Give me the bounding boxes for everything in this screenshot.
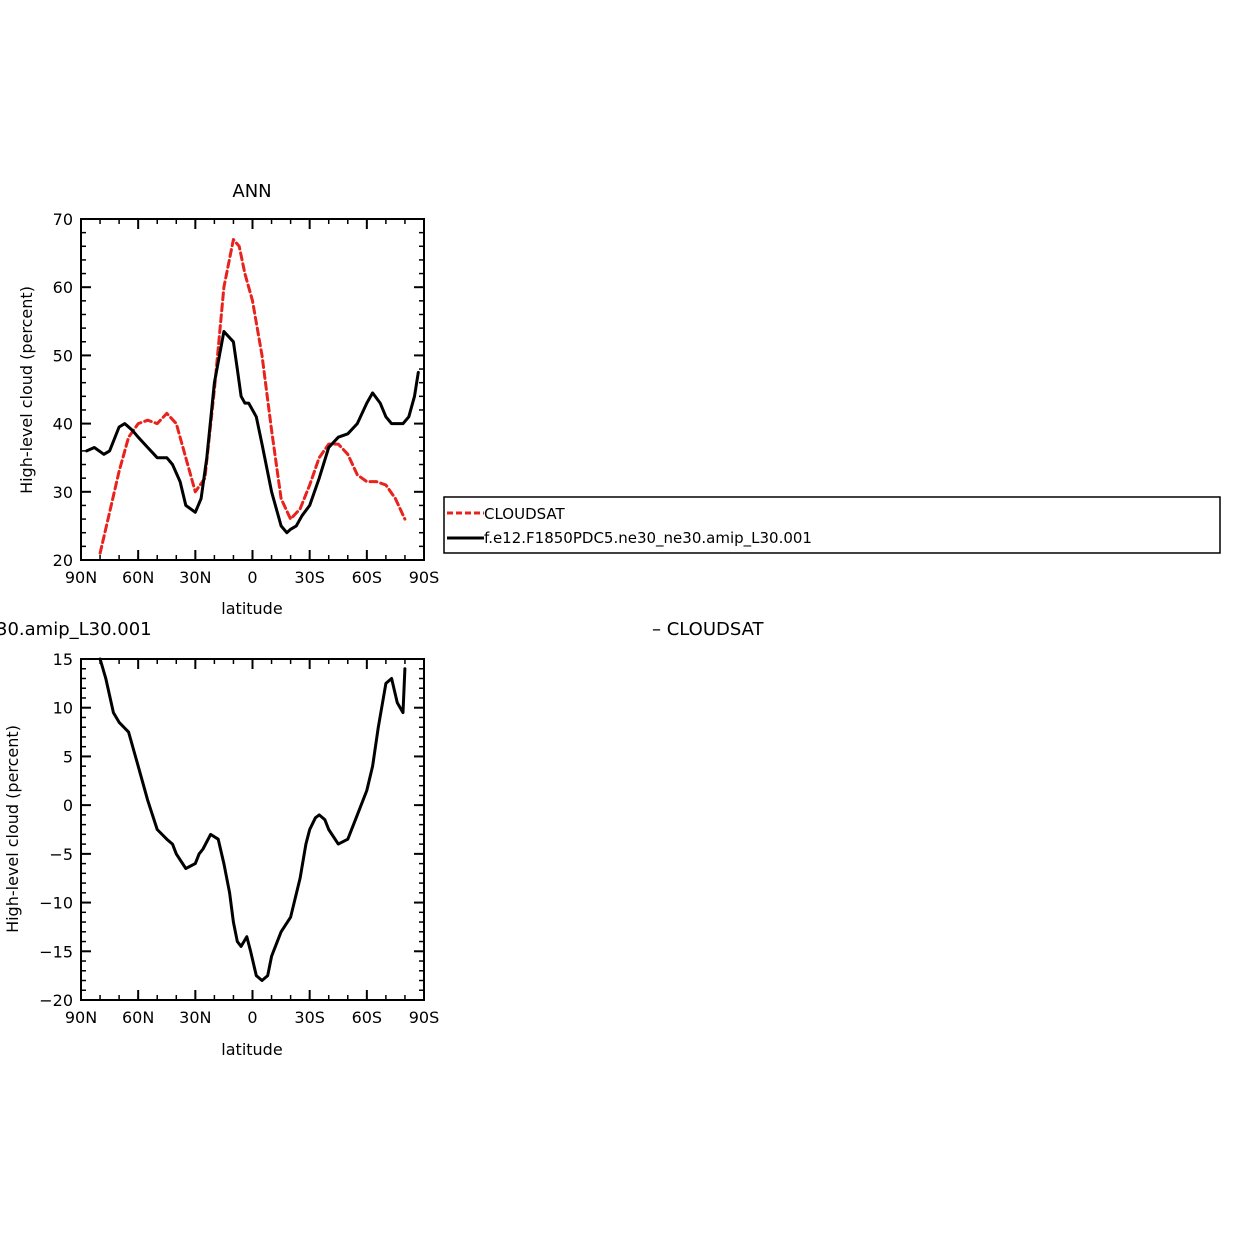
panel-bottom-x-tick-label: 30S	[294, 1008, 325, 1027]
panel-bottom-y-tick-label: −15	[39, 942, 73, 961]
panel-bottom-xlabel: latitude	[221, 1040, 282, 1059]
panel-bottom-y-tick-label: 15	[53, 650, 73, 669]
panel-top-y-tick-label: 70	[53, 210, 73, 229]
panel-top-y-tick-label: 20	[53, 551, 73, 570]
panel-top-y-tick-label: 40	[53, 415, 73, 434]
panel-bottom-y-tick-label: 10	[53, 699, 73, 718]
legend-box	[443, 496, 1221, 554]
panel-top-x-tick-label: 30N	[179, 568, 211, 587]
panel-top: ANN High-level cloud (percent) latitude …	[17, 181, 439, 618]
panel-bottom-x-tick-label: 0	[247, 1008, 257, 1027]
panel-bottom-ylabel: High-level cloud (percent)	[3, 725, 22, 933]
panel-bottom-y-tick-label: −5	[49, 845, 73, 864]
panel-top-ylabel: High-level cloud (percent)	[17, 286, 36, 494]
panel-top-y-tick-label: 50	[53, 346, 73, 365]
panel-top-plot-frame	[80, 218, 425, 561]
panel-bottom-x-tick-label: 60S	[352, 1008, 383, 1027]
panel-bottom-x-tick-label: 90S	[409, 1008, 440, 1027]
panel-top-y-tick-label: 30	[53, 483, 73, 502]
panel-bottom-title-right: – CLOUDSAT	[652, 619, 765, 640]
panel-top-x-tick-label: 30S	[294, 568, 325, 587]
panel-top-x-tick-label: 90S	[409, 568, 440, 587]
panel-top-xlabel: latitude	[221, 599, 282, 618]
panel-top-title: ANN	[232, 181, 271, 202]
panel-bottom-ticks: 90N 60N 30N 0 30S 60S 90S −20 −15 −10 −5 0 5 10 15	[39, 650, 439, 1027]
panel-bottom-y-tick-label: −10	[39, 894, 73, 913]
legend-label-cloudsat: CLOUDSAT	[484, 505, 566, 523]
legend: CLOUDSAT f.e12.F1850PDC5.ne30_ne30.amip_…	[443, 496, 1221, 554]
panel-bottom-y-tick-label: 5	[63, 747, 73, 766]
panel-bottom-y-tick-label: 0	[63, 796, 73, 815]
panel-top-series-line-1	[85, 330, 420, 535]
panel-top-series	[85, 238, 420, 555]
panel-top-y-tick-label: 60	[53, 278, 73, 297]
panel-bottom: 30.amip_L30.001 – CLOUDSAT High-level cl…	[0, 619, 765, 1059]
panel-bottom-series	[98, 657, 407, 982]
panel-top-x-tick-label: 60S	[352, 568, 383, 587]
panel-top-x-tick-label: 60N	[122, 568, 154, 587]
panel-bottom-y-tick-label: −20	[39, 991, 73, 1010]
panel-bottom-x-tick-label: 90N	[65, 1008, 97, 1027]
panel-bottom-series-line-0	[98, 657, 407, 982]
panel-top-x-tick-label: 0	[247, 568, 257, 587]
legend-label-model: f.e12.F1850PDC5.ne30_ne30.amip_L30.001	[484, 529, 812, 548]
panel-top-series-line-0	[98, 238, 407, 555]
panel-bottom-title: 30.amip_L30.001	[0, 619, 152, 640]
panel-top-ticks: 90N 60N 30N 0 30S 60S 90S 20 30 40 50 60 70	[53, 210, 440, 587]
panel-bottom-plot-frame	[80, 658, 425, 1001]
panel-top-x-tick-label: 90N	[65, 568, 97, 587]
panel-bottom-x-tick-label: 60N	[122, 1008, 154, 1027]
panel-bottom-x-tick-label: 30N	[179, 1008, 211, 1027]
